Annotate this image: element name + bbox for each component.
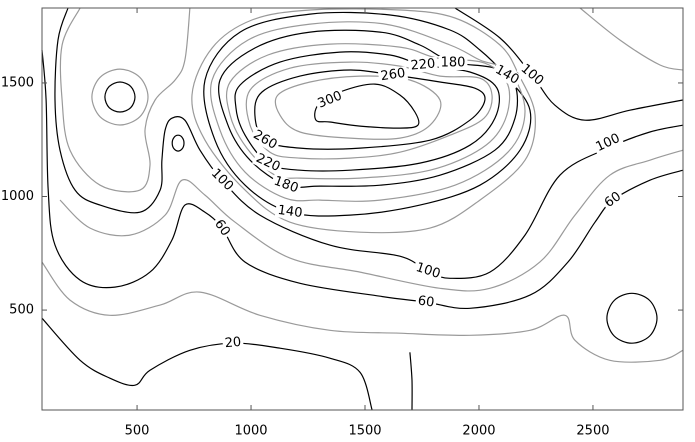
label-background (314, 88, 346, 112)
x-tick-label: 1500 (348, 424, 381, 439)
x-tick-label: 2500 (576, 424, 609, 439)
label-background (408, 56, 438, 74)
label-background (274, 203, 306, 221)
label-background (491, 61, 523, 89)
y-tick-label: 1000 (1, 189, 34, 204)
label-background (249, 126, 281, 154)
contour-line (41, 317, 373, 411)
contour-label: 260 (377, 66, 409, 84)
label-background (516, 60, 548, 90)
x-tick-label: 2000 (462, 424, 495, 439)
y-tick-label: 500 (9, 303, 34, 318)
contour-lines (41, 7, 684, 411)
contour-label-text: 20 (224, 335, 242, 351)
label-background (600, 188, 626, 212)
contour-line (579, 7, 684, 71)
plot-frame (41, 7, 684, 411)
contour-line (104, 81, 136, 113)
contour-label: 60 (414, 293, 438, 311)
label-background (270, 173, 302, 197)
label-background (377, 66, 409, 84)
contour-label: 140 (274, 203, 306, 221)
label-background (206, 164, 238, 196)
contour-line (274, 75, 442, 140)
contour-line (606, 292, 658, 344)
label-background (414, 293, 438, 311)
contour-label-text: 180 (441, 56, 466, 71)
x-tick-label: 500 (125, 424, 150, 439)
contour-label-text: 220 (410, 56, 436, 73)
contour-line (191, 8, 536, 234)
contour-label-text: 260 (380, 66, 407, 84)
contour-label: 180 (438, 56, 468, 71)
label-background (222, 335, 244, 351)
axes: 500 1000 1500 2000 2500 500 1000 1500 (1, 8, 683, 439)
contour-line (209, 21, 526, 202)
contour-line (41, 49, 684, 310)
contour-line (91, 68, 149, 126)
contour-label-text: 60 (417, 293, 435, 310)
label-background (591, 130, 625, 156)
x-tick-label: 1000 (234, 424, 267, 439)
y-tick-label: 1500 (1, 75, 34, 90)
contour-line (59, 7, 191, 193)
contour-label: 20 (222, 335, 244, 351)
contour-label: 100 (412, 259, 444, 283)
contour-line (409, 352, 413, 411)
label-background (412, 259, 444, 283)
label-background (438, 56, 468, 70)
contour-label: 220 (408, 56, 438, 74)
contour-line (41, 261, 684, 363)
contour-line (234, 51, 500, 172)
contour-label-text: 140 (277, 203, 304, 221)
contour-line (54, 7, 684, 279)
contour-line (203, 11, 532, 217)
contour-line (59, 149, 684, 292)
label-background (251, 150, 285, 176)
contour-line (245, 61, 493, 160)
label-background (210, 215, 234, 241)
contour-line (454, 7, 684, 121)
contour-label-text: 100 (414, 260, 442, 282)
contour-line (171, 134, 185, 152)
